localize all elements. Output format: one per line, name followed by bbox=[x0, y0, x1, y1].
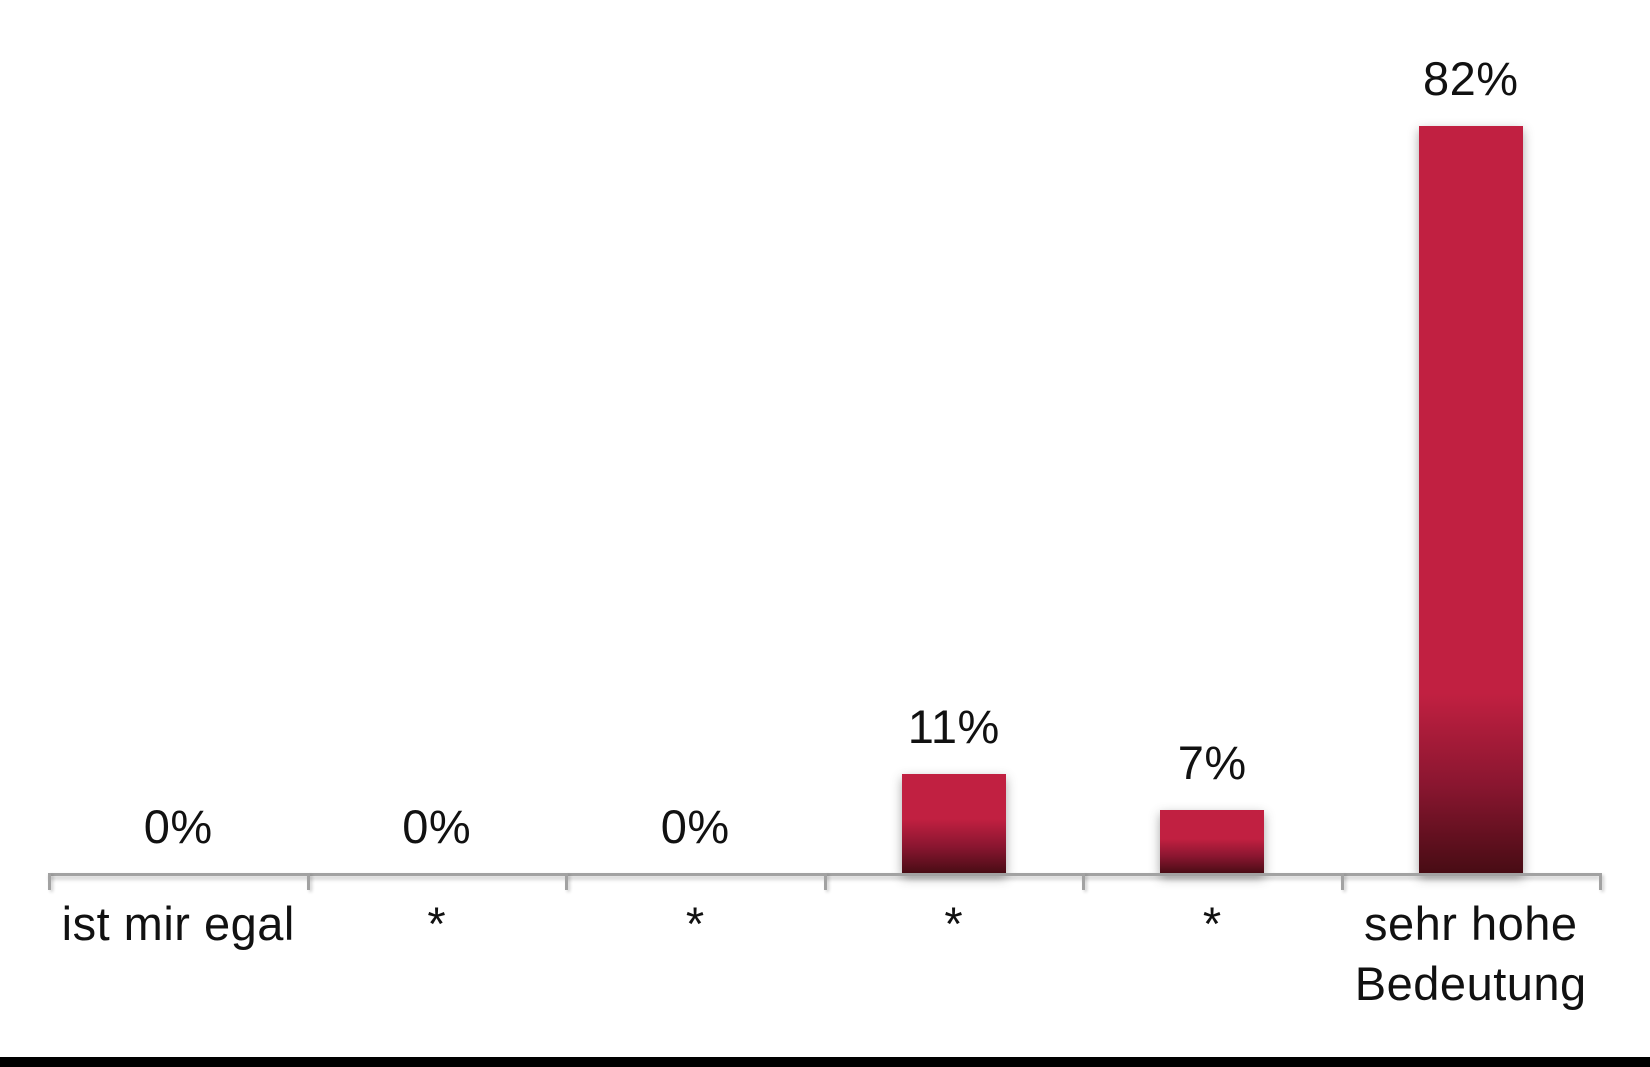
category-label: ist mir egal bbox=[61, 897, 295, 950]
value-label: 0% bbox=[660, 800, 730, 854]
axis-tick bbox=[1340, 873, 1344, 890]
category-label: sehr hohe Bedeutung bbox=[1354, 897, 1587, 1011]
category-label: * bbox=[427, 897, 447, 950]
category-label: * bbox=[1202, 897, 1222, 950]
bar bbox=[1418, 126, 1523, 874]
value-label: 0% bbox=[402, 800, 472, 854]
category-label: * bbox=[685, 897, 705, 950]
axis-tick bbox=[823, 873, 827, 890]
bar bbox=[1160, 810, 1265, 874]
axis-tick bbox=[1082, 873, 1085, 890]
bar-column: 11% bbox=[825, 701, 1084, 874]
value-label: 0% bbox=[143, 800, 213, 854]
bar-column: 82% bbox=[1342, 53, 1601, 874]
axis-tick bbox=[48, 873, 51, 890]
footer-bar bbox=[0, 1057, 1650, 1067]
axis-tick bbox=[1599, 873, 1602, 890]
bar-column: 0% bbox=[566, 801, 825, 874]
bar-column: 0% bbox=[49, 801, 308, 874]
value-label: 82% bbox=[1422, 52, 1519, 106]
category-label: * bbox=[944, 897, 964, 950]
value-label: 11% bbox=[907, 700, 1000, 754]
axis-tick bbox=[306, 873, 310, 890]
bar-column: 7% bbox=[1083, 737, 1342, 874]
bar bbox=[901, 774, 1006, 874]
bar-column: 0% bbox=[308, 801, 567, 874]
value-label: 7% bbox=[1177, 736, 1247, 790]
axis-tick bbox=[565, 873, 568, 890]
